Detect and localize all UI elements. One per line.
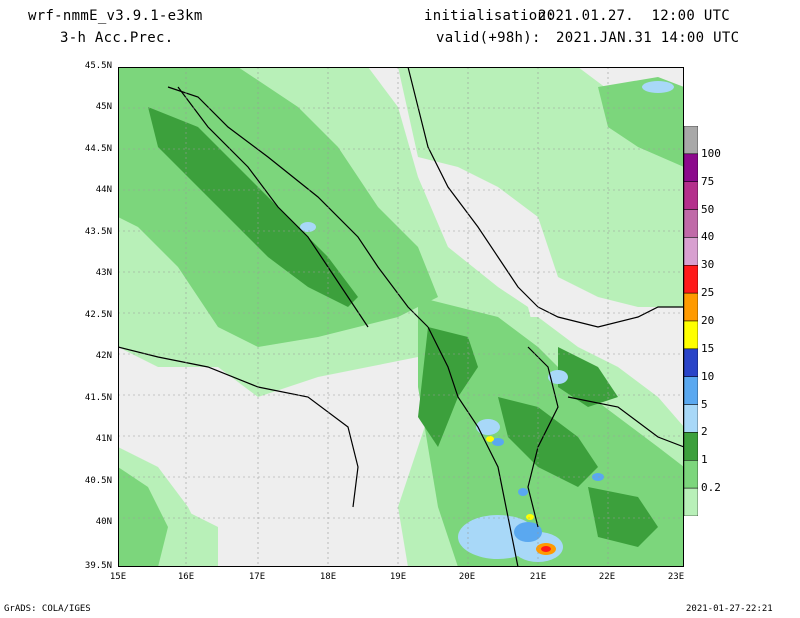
colorbar-segment [684,292,698,322]
lat-label: 45N [95,102,112,112]
colorbar-segment [684,487,698,516]
colorbar-level-label: 30 [701,258,715,272]
colorbar-segment [684,404,698,433]
colorbar-level-label: 0.2 [701,481,721,495]
model-name: wrf-nmmE_v3.9.1-e3km [28,8,203,24]
colorbar-level-label: 2 [701,425,708,439]
colorbar-segment [684,432,698,461]
precipitation-map [118,67,684,567]
grads-credit: GrADS: COLA/IGES [4,604,91,614]
field-name: 3-h Acc.Prec. [60,30,174,46]
lat-label: 41N [95,434,112,444]
colorbar-segment [684,265,698,294]
valid-label: valid(+98h): [436,30,541,46]
lon-label: 18E [319,572,337,582]
colorbar-level-label: 25 [701,286,715,300]
lon-label: 22E [598,572,616,582]
colorbar-level-label: 5 [701,397,708,411]
lat-label: 42N [95,351,112,361]
colorbar-segment [684,320,698,350]
lat-label: 44.5N [84,144,112,154]
colorbar-segment [684,153,698,182]
colorbar-level-label: 50 [701,202,715,216]
colorbar-segment [684,237,698,266]
colorbar-segment [684,126,698,155]
lon-label: 19E [389,572,407,582]
lat-label: 40.5N [84,476,112,486]
colorbar-segment [684,376,698,405]
lat-label: 45.5N [84,61,112,71]
colorbar-level-label: 40 [701,230,715,244]
country-borders [118,67,684,567]
grid-lines [118,67,684,567]
lat-label: 40N [95,517,112,527]
colorbar-level-label: 1 [701,453,708,467]
lon-label: 23E [667,572,685,582]
map-frame [118,67,684,567]
precip-colorbar [684,126,698,516]
lon-label: 21E [529,572,547,582]
colorbar-level-label: 100 [701,146,721,160]
colorbar-level-label: 20 [701,314,715,327]
lat-label: 44N [95,185,112,195]
lat-label: 41.5N [84,393,112,403]
lon-label: 15E [109,572,127,582]
init-value: 2021.01.27. 12:00 UTC [538,8,731,24]
plot-timestamp: 2021-01-27-22:21 [686,604,773,614]
lon-label: 17E [248,572,266,582]
colorbar-level-label: 10 [701,369,715,383]
colorbar-level-label: 15 [701,341,715,355]
colorbar-segment [684,209,698,238]
init-label: initialisation: [424,8,555,24]
colorbar-level-label: 75 [701,174,715,188]
precip-heavy-cores [486,436,556,555]
colorbar-segment [684,348,698,377]
valid-value: 2021.JAN.31 14:00 UTC [556,30,740,46]
lat-label: 43.5N [84,227,112,237]
lat-label: 39.5N [84,561,112,571]
lat-label: 43N [95,268,112,278]
lat-label: 42.5N [84,310,112,320]
lon-label: 16E [177,572,195,582]
precip-dark-green [148,107,658,547]
colorbar-segment [684,181,698,210]
colorbar-segment [684,460,698,489]
lon-label: 20E [458,572,476,582]
